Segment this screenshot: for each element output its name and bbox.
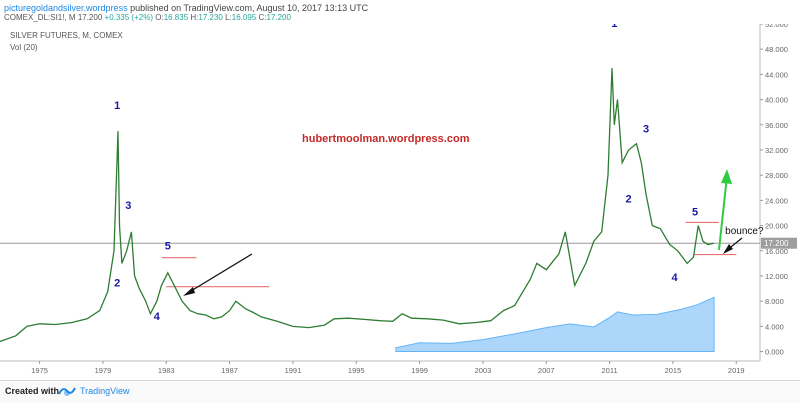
- footer-bar: Created with TradingView: [0, 380, 800, 403]
- wave-labels: 1 2 3 4 5 1 2 3 4 5: [114, 18, 698, 323]
- pointer-arrow-1983: [185, 253, 253, 295]
- volume-indicator-label: Vol (20): [10, 43, 38, 52]
- high-label: H:: [190, 13, 199, 22]
- time-tick-label: 2011: [602, 366, 618, 375]
- price-tick-label: 40.000: [765, 96, 788, 105]
- price-axis-ticks: 0.000 4.000 8.000 12.000 16.000 20.000 24.000 2…: [760, 20, 788, 357]
- wave-label: 5: [165, 241, 171, 253]
- current-price-badge: [761, 237, 797, 249]
- chart-area[interactable]: 0.000 4.000 8.000 12.000 16.000 20.000 24.000 2…: [0, 18, 800, 380]
- price-chart[interactable]: 0.000 4.000 8.000 12.000 16.000 20.000 24.000 2…: [0, 18, 800, 380]
- time-tick-label: 2015: [665, 366, 682, 375]
- resistance-lines: [161, 221, 737, 288]
- close-value: 17.200: [266, 13, 291, 22]
- wave-label: 5: [692, 206, 698, 218]
- price-tick-label: 24.000: [765, 196, 788, 205]
- price-tick-label: 36.000: [765, 121, 788, 130]
- low-label: L:: [225, 13, 232, 22]
- volume-series: [395, 296, 715, 353]
- wave-label: 3: [125, 200, 131, 212]
- time-tick-label: 1995: [348, 366, 365, 375]
- price-series-line: [0, 68, 715, 343]
- time-tick-label: 1987: [221, 366, 238, 375]
- wave-label: 3: [643, 123, 649, 135]
- ohlc-line: COMEX_DL:SI1!, M 17.200 +0.335 (+2%) O:1…: [4, 13, 291, 22]
- time-tick-label: 1999: [411, 366, 428, 375]
- created-with-label: Created with: [5, 386, 60, 396]
- bounce-annotation: bounce?: [725, 226, 764, 237]
- chart-title: SILVER FUTURES, M, COMEX: [10, 31, 123, 40]
- time-axis-ticks: 1975 1979 1983 1987 1991 1995 1999 2003 2007 2011…: [31, 361, 745, 375]
- publisher-username[interactable]: picturegoldandsilver.wordpress: [4, 3, 128, 13]
- projection-arrow: [718, 175, 728, 251]
- chart-header: picturegoldandsilver.wordpress published…: [0, 0, 800, 22]
- volume-area: [395, 296, 715, 353]
- price-tick-label: 20.000: [765, 222, 788, 231]
- published-text: published on TradingView.com, August 10,…: [130, 3, 369, 13]
- price-tick-label: 8.000: [765, 297, 784, 306]
- price-tick-label: 0.000: [765, 348, 784, 357]
- time-tick-label: 1975: [31, 366, 48, 375]
- wave-label: 2: [114, 278, 120, 290]
- time-tick-label: 1991: [285, 366, 302, 375]
- open-value: 16.835: [163, 13, 189, 22]
- wave-label: 1: [611, 24, 617, 30]
- wave-label: 1: [114, 100, 120, 112]
- tradingview-logo-icon[interactable]: [58, 384, 76, 403]
- price-tick-label: 44.000: [765, 70, 788, 79]
- price-tick-label: 28.000: [765, 171, 788, 180]
- time-tick-label: 2007: [538, 366, 555, 375]
- pointer-arrowhead-1983: [183, 287, 195, 296]
- price-tick-label: 12.000: [765, 272, 788, 281]
- publish-line: picturegoldandsilver.wordpress published…: [4, 3, 368, 13]
- wave-label: 2: [626, 193, 632, 205]
- price-change: +0.335 (+2%): [104, 13, 153, 22]
- pointer-arrowhead-bounce: [723, 244, 733, 254]
- time-tick-label: 2003: [475, 366, 492, 375]
- wave-label: 4: [671, 272, 678, 284]
- last-price: 17.200: [77, 13, 103, 22]
- symbol-label: COMEX_DL:SI1!, M: [4, 13, 76, 22]
- tradingview-brand[interactable]: TradingView: [80, 386, 130, 396]
- time-tick-label: 2019: [728, 366, 745, 375]
- price-tick-label: 32.000: [765, 146, 788, 155]
- time-tick-label: 1979: [95, 366, 112, 375]
- low-value: 16.095: [231, 13, 257, 22]
- open-label: O:: [155, 13, 164, 22]
- wave-label: 4: [154, 311, 161, 323]
- time-tick-label: 1983: [158, 366, 175, 375]
- watermark-text: hubertmoolman.wordpress.com: [302, 133, 470, 145]
- current-price-badge-text: 17.200: [764, 239, 789, 248]
- price-tick-label: 16.000: [765, 247, 788, 256]
- price-tick-label: 52.000: [765, 24, 788, 29]
- projection-arrowhead: [721, 169, 732, 184]
- price-tick-label: 48.000: [765, 45, 788, 54]
- close-label: C:: [258, 13, 267, 22]
- high-value: 17.230: [198, 13, 223, 22]
- price-tick-label: 4.000: [765, 322, 784, 331]
